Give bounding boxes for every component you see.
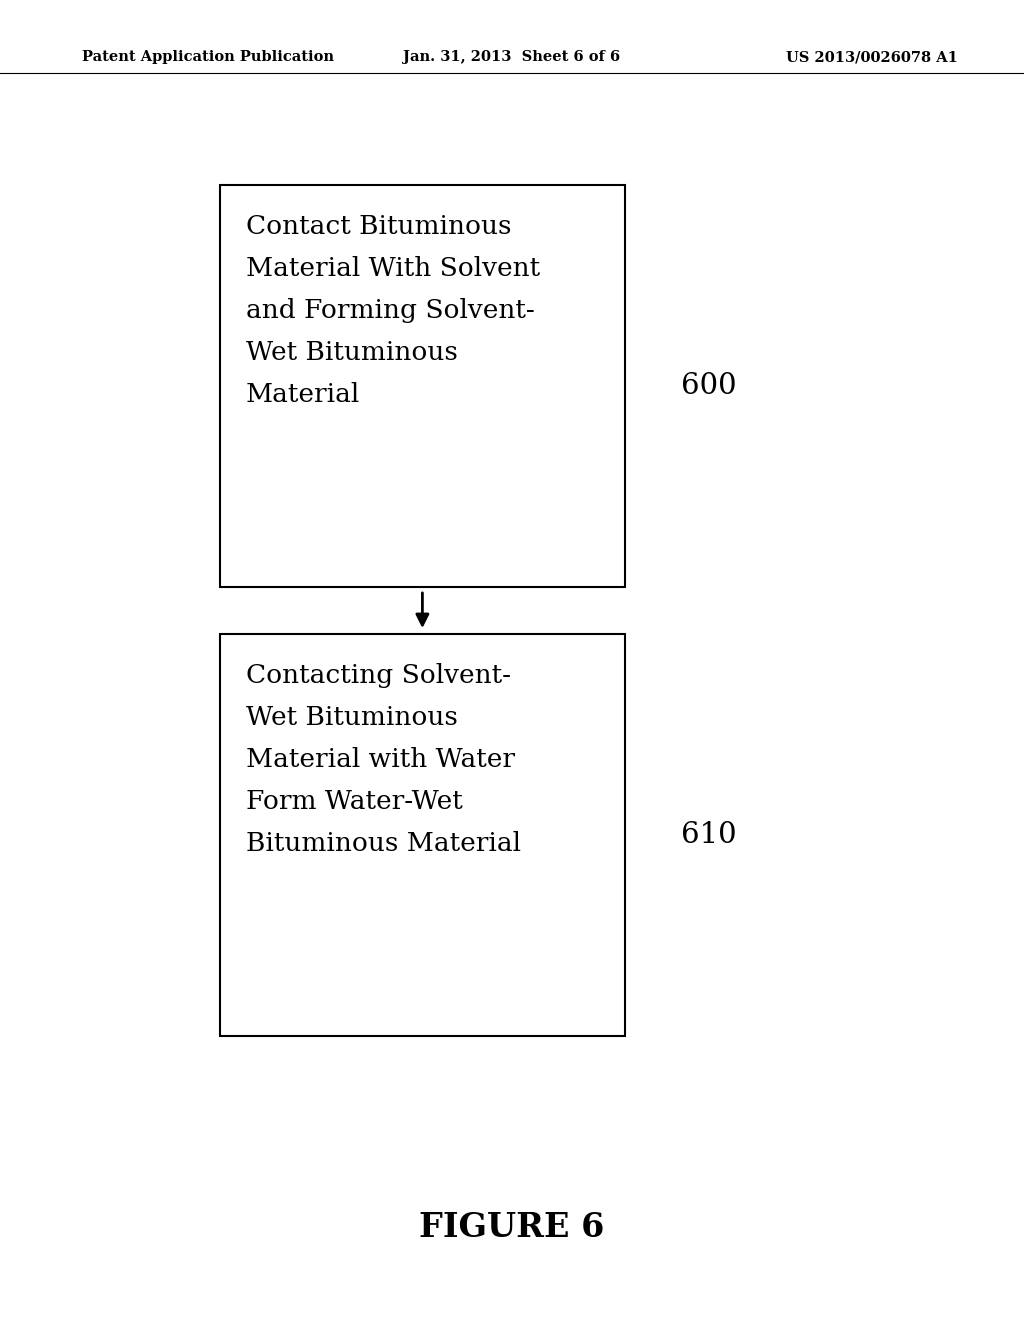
Text: Patent Application Publication: Patent Application Publication	[82, 50, 334, 65]
Text: US 2013/0026078 A1: US 2013/0026078 A1	[785, 50, 957, 65]
FancyBboxPatch shape	[220, 634, 625, 1036]
Text: 600: 600	[681, 372, 736, 400]
Text: Contact Bituminous
Material With Solvent
and Forming Solvent-
Wet Bituminous
Mat: Contact Bituminous Material With Solvent…	[246, 214, 540, 407]
FancyBboxPatch shape	[220, 185, 625, 587]
Text: Contacting Solvent-
Wet Bituminous
Material with Water
Form Water-Wet
Bituminous: Contacting Solvent- Wet Bituminous Mater…	[246, 663, 521, 855]
Text: 610: 610	[681, 821, 736, 849]
Text: FIGURE 6: FIGURE 6	[419, 1212, 605, 1243]
Text: Jan. 31, 2013  Sheet 6 of 6: Jan. 31, 2013 Sheet 6 of 6	[403, 50, 621, 65]
